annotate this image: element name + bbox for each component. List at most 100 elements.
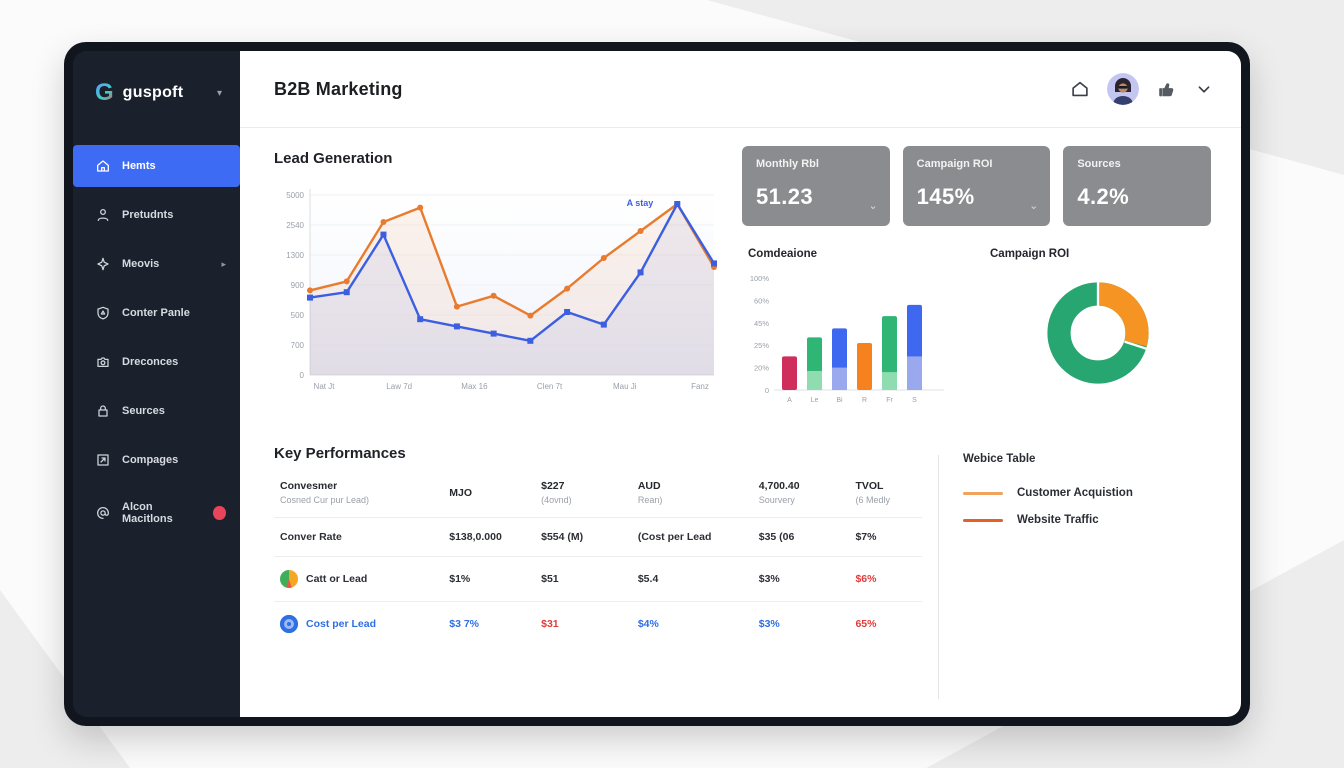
pie-icon — [280, 570, 298, 588]
lead-generation-title: Lead Generation — [274, 150, 393, 167]
table-header-cell: AUD Rean) — [632, 472, 753, 517]
row-label: Catt or Lead — [306, 573, 368, 585]
key-performances-card: Key Performances Convesmer Cosned Cur pur… — [274, 441, 922, 707]
sidebar-item-label: Meovis — [122, 258, 160, 270]
vertical-divider — [938, 455, 939, 699]
column-title: TVOL — [855, 480, 884, 492]
website-panel: Webice Table Customer Acquistion Website … — [939, 441, 1211, 707]
svg-text:100%: 100% — [750, 274, 770, 283]
kpi-value: 4.2% — [1077, 184, 1130, 209]
svg-text:60%: 60% — [754, 296, 769, 305]
table-header-cell: Convesmer Cosned Cur pur Lead) — [274, 472, 443, 517]
table-header-cell: TVOL (6 Medly — [849, 472, 922, 517]
row-label-cell: Catt or Lead — [274, 557, 443, 601]
kpi-card-campaign-roi[interactable]: Campaign ROI 145% ⌄ — [902, 146, 1051, 226]
key-performances-title: Key Performances — [274, 445, 406, 462]
avatar[interactable] — [1107, 73, 1139, 105]
table-cell: $3% — [758, 618, 780, 630]
chevron-down-icon: ⌄ — [868, 200, 878, 212]
table-header-row: Convesmer Cosned Cur pur Lead) MJO $227 (4ov… — [274, 472, 922, 517]
table-row[interactable]: Conver Rate $138,0.000 $554 (M) (Cost per L… — [274, 517, 922, 556]
sidebar: G guspoft ▾ Hemts Pretudnts Meovis ▸ Conter … — [73, 51, 240, 717]
chevron-down-icon[interactable] — [1193, 78, 1215, 100]
column-title: 4,700.40 — [758, 480, 800, 492]
notification-badge — [213, 506, 226, 520]
svg-text:R: R — [862, 397, 867, 404]
column-subtitle: (6 Medly — [855, 495, 890, 505]
sidebar-item-seurces[interactable]: Seurces — [73, 390, 240, 432]
table-cell: 65% — [855, 618, 877, 630]
sidebar-item-label: Compages — [122, 454, 179, 466]
website-panel-title: Webice Table — [963, 453, 1036, 465]
sidebar-item-compages[interactable]: Compages — [73, 439, 240, 481]
campaign-roi-card: Campaign ROI — [970, 240, 1211, 425]
table-cell: $1% — [449, 573, 471, 585]
table-cell: $7% — [855, 531, 877, 543]
sidebar-item-conter-panle[interactable]: Conter Panle — [73, 292, 240, 334]
svg-text:20%: 20% — [754, 364, 769, 373]
table-cell: $3 7% — [449, 618, 480, 630]
sidebar-item-pretudnts[interactable]: Pretudnts — [73, 194, 240, 236]
table-header-cell: 4,700.40 Sourvery — [753, 472, 850, 517]
home-icon — [95, 158, 111, 174]
table-row[interactable]: Cost per Lead $3 7% $31 $4% $3% 65% — [274, 601, 922, 646]
svg-text:Fr: Fr — [886, 397, 893, 404]
logo[interactable]: G guspoft ▾ — [73, 51, 240, 131]
column-title: AUD — [637, 480, 661, 492]
sidebar-item-label: Alcon Macitlons — [122, 501, 173, 525]
row-label: Conver Rate — [280, 531, 342, 543]
campaign-roi-donut-chart[interactable] — [984, 262, 1211, 398]
svg-text:500: 500 — [291, 311, 305, 320]
conversions-bar-chart[interactable]: 100% 60% 45% 25% 20% 0 A Le Bi R Fr S — [742, 262, 970, 425]
thumb-icon[interactable] — [1155, 78, 1177, 100]
lead-generation-line-chart[interactable]: 5000 2540 1300 900 500 700 0 Nat Jt Law 7d Max 16… — [274, 173, 726, 420]
sidebar-nav: Hemts Pretudnts Meovis ▸ Conter Panle Dreconc… — [73, 145, 240, 545]
table-cell: $3% — [758, 573, 780, 585]
svg-text:25%: 25% — [754, 341, 769, 350]
top-bar-actions — [1069, 73, 1215, 105]
row-label-cell: Conver Rate — [274, 518, 443, 556]
home-icon[interactable] — [1069, 78, 1091, 100]
column-title: MJO — [449, 486, 473, 499]
camera-icon — [95, 354, 111, 370]
kpi-card-monthly-rbl[interactable]: Monthly Rbl 51.23 ⌄ — [742, 146, 890, 226]
at-icon — [95, 505, 111, 521]
target-icon — [280, 615, 298, 633]
table-cell: $554 (M) — [541, 531, 584, 543]
svg-text:Clen 7t: Clen 7t — [537, 382, 563, 391]
row-label-cell: Cost per Lead — [274, 602, 443, 646]
logo-g-icon: G — [95, 79, 114, 106]
kpi-label: Monthly Rbl — [756, 158, 819, 170]
sidebar-item-hemts[interactable]: Hemts — [73, 145, 240, 187]
kpi-value: 145% — [916, 184, 975, 209]
legend-label: Customer Acquistion — [1017, 487, 1133, 499]
table-cell: $4% — [637, 618, 659, 630]
svg-text:Nat Jt: Nat Jt — [314, 382, 336, 391]
svg-text:Bi: Bi — [836, 397, 843, 404]
svg-text:0: 0 — [300, 371, 305, 380]
svg-text:1300: 1300 — [286, 251, 304, 260]
svg-text:S: S — [912, 397, 917, 404]
sidebar-item-alcon-macitlons[interactable]: Alcon Macitlons — [73, 488, 240, 538]
svg-text:A stay: A stay — [627, 198, 654, 208]
table-cell: $51 — [541, 573, 559, 585]
sidebar-item-label: Conter Panle — [122, 307, 190, 319]
sidebar-item-meovis[interactable]: Meovis ▸ — [73, 243, 240, 285]
device-frame: G guspoft ▾ Hemts Pretudnts Meovis ▸ Conter … — [64, 42, 1250, 726]
sidebar-item-dreconces[interactable]: Dreconces — [73, 341, 240, 383]
legend-line-swatch — [963, 491, 1003, 495]
top-bar: B2B Marketing — [240, 51, 1241, 128]
lead-generation-card: Lead Generation 5000 2540 1300 900 500 700 0 Na… — [274, 146, 726, 425]
chevron-down-icon[interactable]: ▾ — [216, 87, 222, 99]
table-row[interactable]: Catt or Lead $1% $51 $5.4 $3% $6% — [274, 556, 922, 601]
content: Lead Generation 5000 2540 1300 900 500 700 0 Na… — [240, 128, 1241, 717]
svg-text:5000: 5000 — [286, 191, 304, 200]
kpi-card-sources[interactable]: Sources 4.2% — [1063, 146, 1212, 226]
campaign-roi-title: Campaign ROI — [990, 248, 1070, 260]
key-performances-table: Convesmer Cosned Cur pur Lead) MJO $227 (4ov… — [274, 472, 922, 646]
shield-icon — [95, 305, 111, 321]
svg-text:45%: 45% — [754, 319, 769, 328]
svg-text:0: 0 — [765, 386, 769, 395]
svg-text:Max 16: Max 16 — [461, 382, 488, 391]
kpi-row: Monthly Rbl 51.23 ⌄ Campaign ROI 145% ⌄ Source… — [742, 146, 1212, 226]
